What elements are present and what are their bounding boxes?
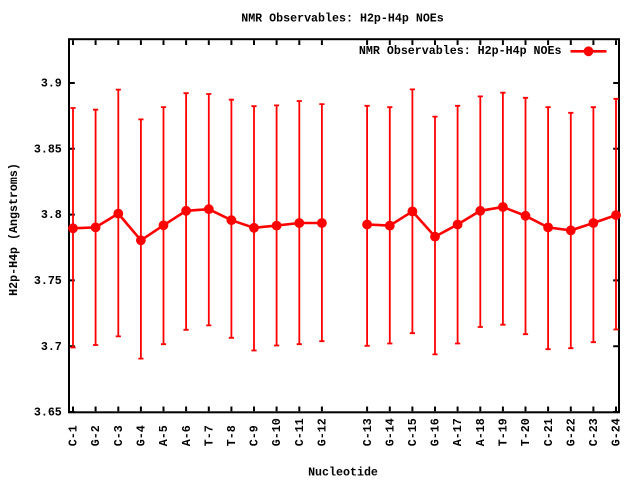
- svg-text:C-11: C-11: [294, 418, 307, 446]
- svg-text:A-5: A-5: [158, 425, 171, 446]
- svg-text:A-18: A-18: [475, 418, 488, 446]
- svg-text:3.8: 3.8: [41, 209, 62, 222]
- svg-text:C-13: C-13: [362, 418, 375, 446]
- svg-text:3.75: 3.75: [34, 275, 62, 288]
- svg-text:3.7: 3.7: [41, 341, 62, 354]
- svg-text:G-14: G-14: [384, 418, 397, 446]
- svg-text:G-16: G-16: [430, 418, 443, 446]
- svg-text:A-17: A-17: [452, 418, 465, 446]
- svg-text:G-4: G-4: [136, 425, 149, 446]
- svg-text:T-7: T-7: [204, 425, 217, 446]
- svg-text:3.9: 3.9: [41, 78, 62, 91]
- svg-text:G-24: G-24: [611, 418, 624, 446]
- svg-text:NMR Observables: H2p-H4p NOEs: NMR Observables: H2p-H4p NOEs: [359, 45, 562, 58]
- svg-text:C-3: C-3: [113, 425, 126, 446]
- svg-text:G-22: G-22: [565, 418, 578, 446]
- svg-text:C-15: C-15: [407, 418, 420, 446]
- svg-text:H2p-H4p (Angstroms): H2p-H4p (Angstroms): [8, 163, 21, 296]
- svg-text:C-1: C-1: [68, 425, 81, 446]
- svg-text:3.65: 3.65: [34, 407, 62, 420]
- svg-text:3.85: 3.85: [34, 143, 62, 156]
- svg-text:C-23: C-23: [588, 418, 601, 446]
- svg-text:G-2: G-2: [90, 425, 103, 446]
- svg-text:C-21: C-21: [543, 418, 556, 446]
- svg-text:A-6: A-6: [181, 425, 194, 446]
- svg-text:T-19: T-19: [498, 418, 511, 446]
- svg-text:T-20: T-20: [520, 418, 533, 446]
- svg-text:C-9: C-9: [249, 425, 262, 446]
- svg-text:Nucleotide: Nucleotide: [308, 467, 378, 480]
- svg-text:T-8: T-8: [226, 425, 239, 446]
- svg-text:G-12: G-12: [317, 418, 330, 446]
- svg-text:G-10: G-10: [271, 418, 284, 446]
- svg-text:NMR Observables: H2p-H4p NOEs: NMR Observables: H2p-H4p NOEs: [241, 13, 444, 26]
